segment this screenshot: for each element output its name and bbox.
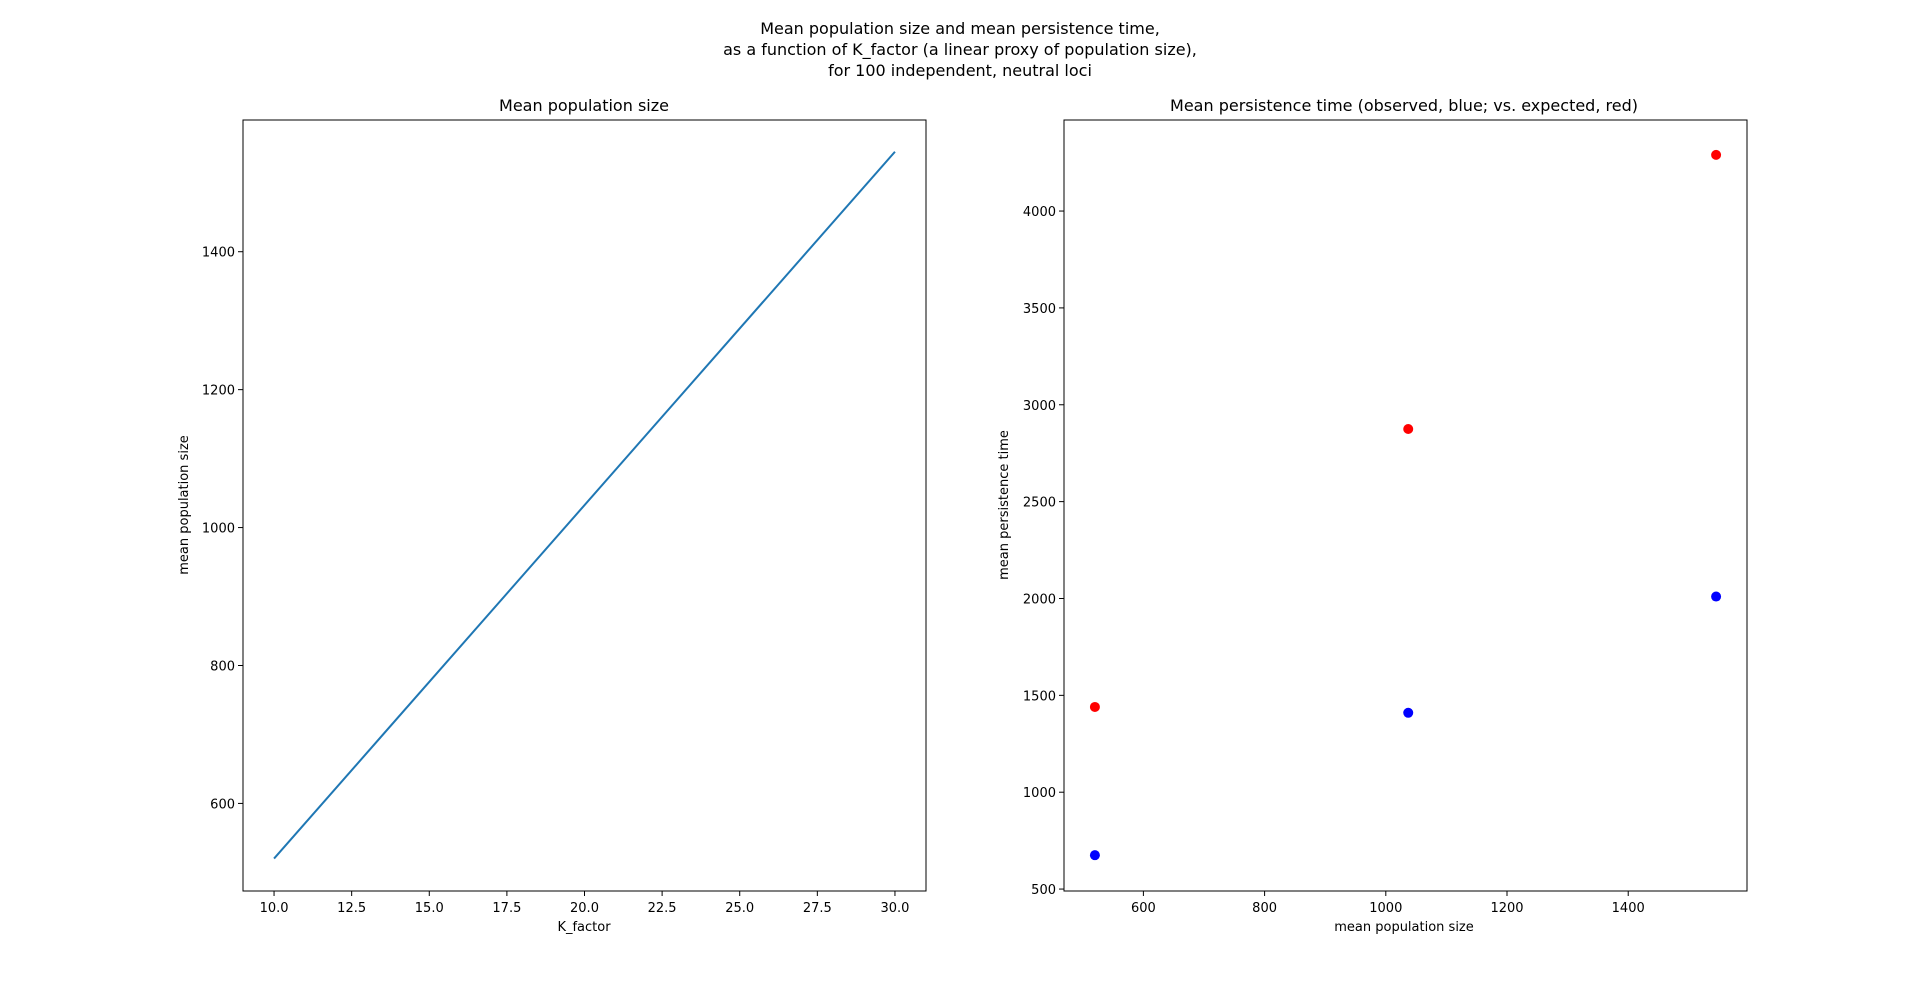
suptitle-line-2: as a function of K_factor (a linear prox… (723, 40, 1197, 60)
persistence-time-chart-xlabel: mean population size (1334, 920, 1474, 935)
persistence-time-chart-ticks: 600 800 1000 1200 1400 500 1000 1500 2000 2500 300… (1023, 205, 1645, 916)
persistence-time-data-point (1089, 701, 1100, 712)
persistence-time-ytick-label: 1500 (1023, 689, 1056, 704)
population-size-ytick-label: 600 (210, 797, 235, 812)
persistence-time-chart-ylabel: mean persistence time (997, 430, 1012, 580)
population-size-xtick-label: 20.0 (570, 901, 599, 916)
population-size-ytick-label: 1400 (202, 246, 235, 261)
persistence-time-ytick-label: 500 (1031, 883, 1056, 898)
persistence-time-xtick-label: 800 (1252, 901, 1277, 916)
population-size-chart: Mean population size 10.0 12.5 15.0 17.5 20.… (177, 96, 927, 935)
population-size-ytick-label: 800 (210, 659, 235, 674)
population-size-chart-frame (242, 119, 927, 892)
persistence-time-chart: Mean persistence time (observed, blue; v… (997, 96, 1748, 935)
suptitle-line-3: for 100 independent, neutral loci (828, 61, 1092, 80)
population-size-ytick-label: 1000 (202, 522, 235, 537)
persistence-time-ytick-label: 2500 (1023, 496, 1056, 511)
population-size-xtick-label: 12.5 (337, 901, 366, 916)
persistence-time-data-point (1403, 707, 1414, 718)
population-size-xtick-label: 10.0 (260, 901, 289, 916)
persistence-time-ytick-label: 4000 (1023, 205, 1056, 220)
population-size-xtick-label: 22.5 (648, 901, 677, 916)
population-size-xtick-label: 30.0 (880, 901, 909, 916)
persistence-time-chart-series (1089, 149, 1722, 861)
persistence-time-xtick-label: 1000 (1369, 901, 1402, 916)
persistence-time-xtick-label: 1200 (1490, 901, 1523, 916)
persistence-time-chart-frame (1063, 119, 1748, 892)
persistence-time-xtick-label: 600 (1131, 901, 1156, 916)
persistence-time-data-point (1089, 850, 1100, 861)
persistence-time-ytick-label: 1000 (1023, 786, 1056, 801)
population-size-xtick-label: 27.5 (803, 901, 832, 916)
population-size-chart-title: Mean population size (499, 96, 669, 115)
persistence-time-ytick-label: 2000 (1023, 592, 1056, 607)
persistence-time-data-point (1711, 591, 1722, 602)
population-size-series-line (273, 151, 896, 860)
population-size-xtick-label: 25.0 (725, 901, 754, 916)
population-size-chart-ticks: 10.0 12.5 15.0 17.5 20.0 22.5 25.0 27.5 30.0 600 8… (202, 246, 910, 916)
population-size-ytick-label: 1200 (202, 384, 235, 399)
population-size-xtick-label: 17.5 (492, 901, 521, 916)
population-size-xtick-label: 15.0 (415, 901, 444, 916)
persistence-time-ytick-label: 3000 (1023, 399, 1056, 414)
suptitle-line-1: Mean population size and mean persistenc… (760, 19, 1160, 38)
persistence-time-data-point (1403, 423, 1414, 434)
population-size-chart-xlabel: K_factor (557, 920, 611, 935)
suptitle: Mean population size and mean persistenc… (723, 19, 1197, 80)
population-size-chart-ylabel: mean population size (177, 435, 192, 575)
persistence-time-xtick-label: 1400 (1612, 901, 1645, 916)
population-size-chart-series (273, 151, 896, 860)
persistence-time-chart-title: Mean persistence time (observed, blue; v… (1170, 96, 1638, 115)
persistence-time-ytick-label: 3500 (1023, 302, 1056, 317)
persistence-time-data-point (1711, 149, 1722, 160)
